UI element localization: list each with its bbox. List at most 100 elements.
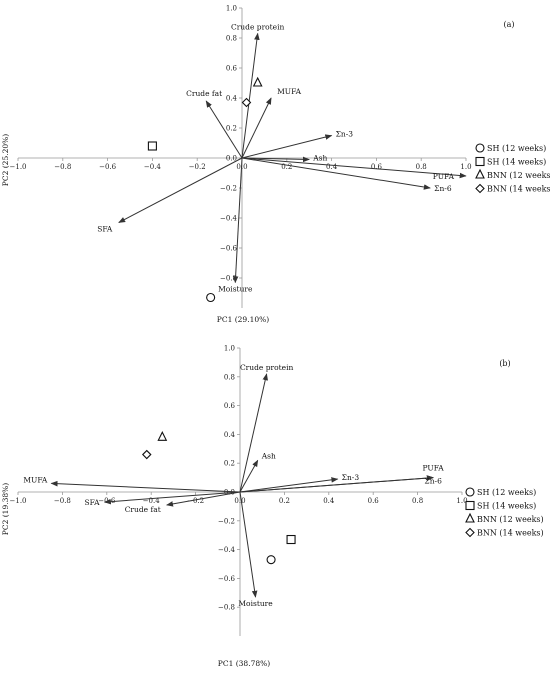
y-tick-label: −0.2: [220, 185, 237, 193]
loading-arrow-crude-fat: [205, 100, 243, 159]
y-tick-label: 0.6: [226, 65, 238, 73]
loading-label-sum-n-6: Σn-6: [424, 477, 442, 486]
legend-marker-bnn-14-weeks: [475, 183, 485, 194]
loading-label-sum-n-6: Σn-6: [434, 184, 452, 193]
legend-marker-sh-12-weeks: [465, 487, 475, 497]
loading-arrow-mufa: [241, 97, 272, 159]
x-tick-label: −1.0: [10, 163, 27, 171]
sample-point-sh-12-weeks: [266, 555, 276, 565]
sample-point-sh-14-weeks: [147, 141, 157, 151]
legend-marker-sh-12-weeks: [475, 143, 485, 153]
y-tick-label: −0.6: [220, 245, 238, 253]
y-tick-label: −0.6: [218, 575, 236, 583]
loading-label-crude-fat: Crude fat: [186, 89, 222, 98]
loading-label-mufa: MUFA: [277, 87, 302, 96]
y-axis-title: PC2 (19.38%): [1, 483, 10, 535]
loading-label-pufa: PUFA: [423, 464, 445, 473]
y-axis-title: PC2 (25.20%): [1, 134, 10, 186]
loading-arrow-moisture: [239, 491, 258, 598]
legend-entry-sh-12-weeks: SH (12 weeks): [487, 144, 546, 153]
sample-point-sh-12-weeks: [206, 292, 216, 303]
x-tick-label: 0.4: [323, 497, 335, 505]
pca-panel-a: −1.0 −0.8 −0.6 −0.4 −0.2 0.0 0.2 0.4 0.6 0.8 1.0 1.…: [1, 5, 550, 325]
loading-label-crude-protein: Crude protein: [231, 23, 285, 32]
loading-arrow-crude-protein: [239, 373, 268, 493]
sample-point-bnn-14-weeks: [141, 449, 152, 460]
x-tick-label: −0.2: [189, 163, 206, 171]
loading-arrow-sum-n-6: [239, 475, 434, 493]
loading-arrow-sfa: [118, 157, 243, 223]
x-tick-label: 0.2: [281, 163, 292, 171]
x-tick-label: 0.2: [279, 497, 290, 505]
y-tick-label: 0.4: [224, 431, 236, 439]
pca-panel-b: −1.0 −0.8 −0.6 −0.4 −0.2 0.0 0.2 0.4 0.6 0.8 1.0 1.…: [1, 345, 544, 669]
loading-label-sum-n-3: Σn-3: [342, 473, 360, 482]
x-tick-label: −0.8: [54, 497, 71, 505]
y-tick-label: 0.6: [224, 402, 236, 410]
legend-entry-sh-12-weeks: SH (12 weeks): [477, 488, 536, 497]
loading-label-sfa: SFA: [97, 225, 113, 234]
x-tick-label: 0.8: [412, 497, 423, 505]
legend: SH (12 weeks) SH (14 weeks) BNN (12 weeks)…: [475, 143, 550, 194]
y-tick-label: 1.0: [226, 5, 237, 13]
legend-marker-sh-14-weeks: [465, 500, 475, 511]
x-axis-title: PC1 (29.10%): [217, 315, 269, 324]
legend-marker-bnn-12-weeks: [465, 512, 475, 523]
x-tick-label: 0.4: [326, 163, 338, 171]
loading-label-ash: Ash: [261, 451, 276, 460]
loading-arrow-sum-n-3: [239, 477, 339, 493]
loading-label-sfa: SFA: [84, 498, 100, 507]
loading-arrow-crude-fat: [166, 491, 241, 507]
y-tick-label: −0.4: [220, 215, 238, 223]
loading-arrow-moisture: [232, 157, 243, 284]
loading-label-sum-n-3: Σn-3: [336, 130, 354, 139]
x-tick-label: 0.6: [371, 163, 383, 171]
loading-label-ash: Ash: [312, 154, 327, 163]
panel-label: (b): [499, 359, 510, 368]
y-tick-label: 0.0: [226, 155, 237, 163]
loading-arrow-sfa: [103, 491, 241, 505]
x-axis-title: PC1 (38.78%): [218, 659, 270, 668]
y-tick-label: 0.8: [224, 373, 235, 381]
loading-arrow-sum-n-3: [241, 134, 333, 159]
x-tick-label: −0.2: [187, 497, 204, 505]
loading-arrow-mufa: [50, 480, 241, 493]
y-tick-label: 0.2: [224, 460, 235, 468]
x-tick-label: 1.0: [460, 163, 471, 171]
legend-marker-bnn-12-weeks: [475, 168, 485, 179]
x-tick-label: −1.0: [10, 497, 27, 505]
y-tick-label: 0.2: [226, 125, 237, 133]
y-tick-label: 0.4: [226, 95, 238, 103]
loading-label-mufa: MUFA: [23, 475, 48, 484]
x-tick-label: −0.8: [54, 163, 71, 171]
loading-label-pufa: PUFA: [433, 172, 455, 181]
loading-label-moisture: Moisture: [218, 285, 253, 294]
y-tick-label: −0.4: [218, 546, 236, 554]
legend-entry-bnn-12-weeks: BNN (12 weeks): [477, 515, 544, 524]
legend: SH (12 weeks) SH (14 weeks) BNN (12 weeks)…: [465, 487, 544, 538]
loading-arrow-crude-protein: [241, 32, 260, 159]
x-tick-label: 0.8: [416, 163, 427, 171]
y-tick-label: 0.8: [226, 35, 237, 43]
legend-marker-bnn-14-weeks: [465, 527, 475, 538]
legend-entry-bnn-14-weeks: BNN (14 weeks): [477, 529, 544, 538]
sample-point-sh-14-weeks: [286, 534, 296, 545]
loading-arrow-ash: [239, 459, 259, 493]
sample-point-bnn-12-weeks: [252, 76, 263, 87]
loading-arrow-sum-n-6: [241, 157, 431, 190]
loading-label-crude-fat: Crude fat: [125, 505, 161, 514]
loading-label-crude-protein: Crude protein: [240, 363, 294, 372]
loading-label-moisture: Moisture: [238, 599, 273, 608]
x-tick-label: −0.4: [143, 497, 161, 505]
legend-entry-sh-14-weeks: SH (14 weeks): [477, 502, 536, 511]
loading-arrow-ash: [241, 156, 310, 163]
y-tick-label: −0.8: [218, 604, 235, 612]
y-tick-label: −0.8: [220, 275, 237, 283]
legend-entry-bnn-14-weeks: BNN (14 weeks): [487, 185, 550, 194]
x-tick-label: 1.0: [456, 497, 467, 505]
y-tick-label: −0.2: [218, 517, 235, 525]
legend-marker-sh-14-weeks: [475, 156, 485, 167]
legend-entry-sh-14-weeks: SH (14 weeks): [487, 158, 546, 167]
sample-point-bnn-14-weeks: [241, 97, 252, 108]
